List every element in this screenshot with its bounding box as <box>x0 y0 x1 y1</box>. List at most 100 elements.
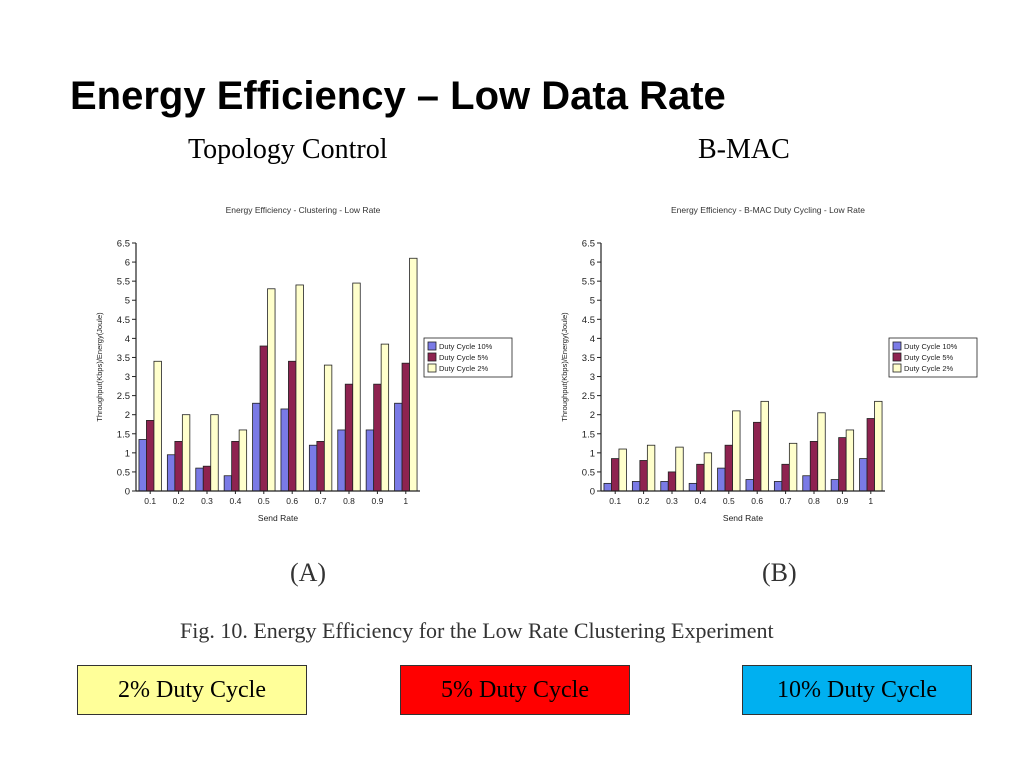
bar-duty-cycle-2--0-6 <box>295 284 304 492</box>
subtitle-bmac: B-MAC <box>698 134 790 165</box>
slide-title: Energy Efficiency – Low Data Rate <box>70 74 726 118</box>
legend-label: Duty Cycle 2% <box>439 364 489 373</box>
bar-duty-cycle-5--0-7 <box>781 463 790 492</box>
legend-label: Duty Cycle 10% <box>904 342 958 351</box>
y-axis-title: Throughput(Kbps)/Energy(Joule) <box>560 312 569 422</box>
x-tick-label: 0.2 <box>638 496 650 506</box>
x-tick-label: 1 <box>403 496 408 506</box>
x-tick-label: 0.7 <box>315 496 327 506</box>
y-tick-label: 1.5 <box>117 429 130 440</box>
legend-label: Duty Cycle 5% <box>439 353 489 362</box>
x-axis-title: Send Rate <box>723 513 763 523</box>
legend-swatch <box>892 363 902 373</box>
bar-duty-cycle-2--0-5 <box>732 410 741 492</box>
x-tick-label: 0.1 <box>609 496 621 506</box>
bar-duty-cycle-10--0-9 <box>830 479 840 492</box>
bar-duty-cycle-5--0-1 <box>146 420 155 492</box>
bar-duty-cycle-10--0-8 <box>802 475 811 492</box>
legend-swatch <box>892 352 902 362</box>
y-tick-label: 0.5 <box>582 467 595 478</box>
bar-duty-cycle-10--0-4 <box>223 475 233 492</box>
legend-label: Duty Cycle 5% <box>904 353 954 362</box>
bar-duty-cycle-10--0-3 <box>195 467 204 492</box>
bar-duty-cycle-2--1 <box>874 400 883 492</box>
legend-swatch <box>427 352 437 362</box>
y-tick-label: 6.5 <box>117 239 130 250</box>
bar-duty-cycle-2--0-7 <box>323 364 333 492</box>
bar-duty-cycle-10--1 <box>394 402 403 492</box>
bar-duty-cycle-5--0-7 <box>316 440 325 492</box>
y-tick-label: 5 <box>125 296 130 307</box>
y-tick-label: 4.5 <box>582 315 595 326</box>
x-tick-label: 0.1 <box>144 496 156 506</box>
x-tick-label: 0.9 <box>836 496 848 506</box>
y-tick-label: 3.5 <box>117 353 130 364</box>
y-tick-label: 5 <box>590 296 595 307</box>
bar-duty-cycle-5--0-8 <box>809 440 819 492</box>
bar-duty-cycle-5--0-2 <box>639 460 648 492</box>
bar-duty-cycle-2--0-9 <box>845 429 855 492</box>
y-tick-label: 5.5 <box>582 277 595 288</box>
bar-duty-cycle-5--0-6 <box>288 360 297 492</box>
bar-duty-cycle-5--0-4 <box>231 440 240 492</box>
y-axis-title: Throughput(Kbps)/Energy(Joule) <box>95 312 104 422</box>
bar-duty-cycle-5--0-5 <box>724 444 733 492</box>
bar-duty-cycle-2--0-8 <box>352 282 361 492</box>
y-tick-label: 4 <box>125 334 130 345</box>
bar-duty-cycle-5--0-4 <box>696 463 705 492</box>
bar-duty-cycle-2--0-9 <box>380 343 390 492</box>
bar-duty-cycle-5--0-6 <box>753 421 762 492</box>
legend-label: Duty Cycle 2% <box>904 364 954 373</box>
bar-duty-cycle-5--1 <box>401 362 410 492</box>
bar-duty-cycle-2--0-3 <box>675 446 684 492</box>
x-tick-label: 1 <box>868 496 873 506</box>
bar-duty-cycle-5--0-2 <box>174 440 183 492</box>
bar-duty-cycle-10--0-1 <box>603 482 612 492</box>
bar-duty-cycle-10--0-2 <box>631 481 641 492</box>
y-tick-label: 2 <box>590 410 595 421</box>
x-tick-label: 0.4 <box>694 496 706 506</box>
bar-duty-cycle-10--0-6 <box>280 408 289 492</box>
y-tick-label: 4 <box>590 334 595 345</box>
x-tick-label: 0.3 <box>666 496 678 506</box>
x-tick-label: 0.7 <box>780 496 792 506</box>
y-tick-label: 4.5 <box>117 315 130 326</box>
bar-duty-cycle-5--0-8 <box>344 383 354 492</box>
bar-duty-cycle-10--0-1 <box>138 439 147 492</box>
y-tick-label: 2.5 <box>117 391 130 402</box>
y-tick-label: 0 <box>590 487 595 498</box>
y-tick-label: 3 <box>125 372 130 383</box>
legend-frame <box>888 337 978 378</box>
legend-swatch <box>427 363 437 373</box>
duty-cycle-2-box: 2% Duty Cycle <box>77 665 307 715</box>
bar-duty-cycle-2--0-1 <box>153 360 162 492</box>
x-tick-label: 0.6 <box>286 496 298 506</box>
bar-duty-cycle-10--0-5 <box>717 467 726 492</box>
bar-duty-cycle-10--0-2 <box>166 454 176 492</box>
x-tick-label: 0.8 <box>343 496 355 506</box>
legend-swatch <box>892 341 902 351</box>
x-tick-label: 0.4 <box>229 496 241 506</box>
bar-duty-cycle-2--0-2 <box>181 414 191 492</box>
bar-duty-cycle-10--0-4 <box>688 482 698 492</box>
y-tick-label: 6 <box>125 258 130 269</box>
bar-duty-cycle-10--0-5 <box>252 402 261 492</box>
x-tick-label: 0.3 <box>201 496 213 506</box>
bar-duty-cycle-2--0-3 <box>210 414 219 492</box>
legend-label: Duty Cycle 10% <box>439 342 493 351</box>
duty-cycle-5-box: 5% Duty Cycle <box>400 665 630 715</box>
bar-duty-cycle-2--0-5 <box>267 288 276 492</box>
y-tick-label: 6.5 <box>582 239 595 250</box>
y-tick-label: 2 <box>125 410 130 421</box>
x-tick-label: 0.2 <box>173 496 185 506</box>
bar-duty-cycle-10--1 <box>859 458 868 492</box>
bar-duty-cycle-5--0-3 <box>202 465 212 492</box>
x-tick-label: 0.8 <box>808 496 820 506</box>
legend-swatch <box>427 341 437 351</box>
x-tick-label: 0.5 <box>723 496 735 506</box>
y-tick-label: 0 <box>125 487 130 498</box>
bar-duty-cycle-5--0-1 <box>611 458 620 492</box>
chart-bmac: Energy Efficiency - B-MAC Duty Cycling -… <box>560 205 978 523</box>
y-tick-label: 6 <box>590 258 595 269</box>
y-tick-label: 0.5 <box>117 467 130 478</box>
